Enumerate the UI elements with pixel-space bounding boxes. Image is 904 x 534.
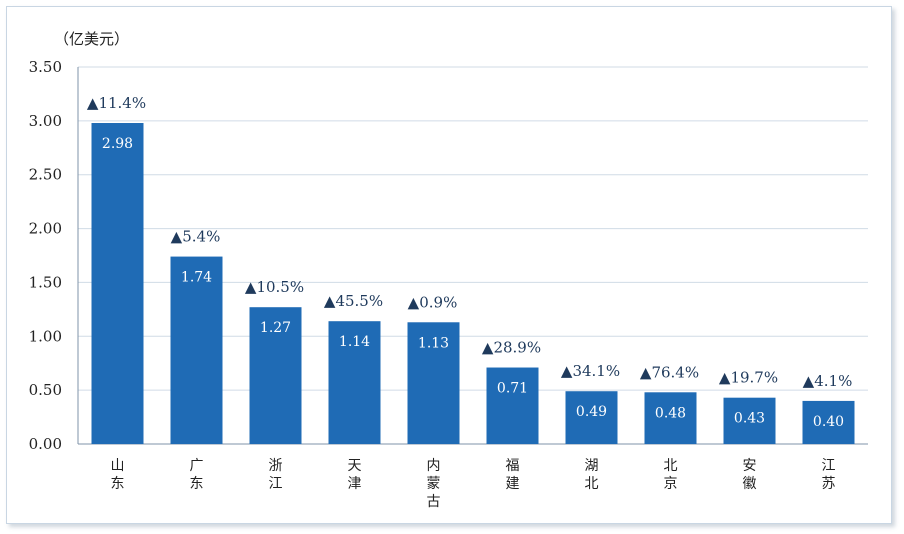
change-label: ▲34.1%: [561, 362, 620, 380]
change-label: ▲10.5%: [245, 278, 304, 296]
x-tick-char: 古: [427, 494, 441, 510]
x-tick-char: 东: [111, 476, 125, 492]
bar: [565, 391, 618, 444]
bar: [486, 367, 539, 444]
data-label: 0.71: [497, 381, 528, 397]
data-label: 0.48: [655, 405, 686, 421]
bar: [91, 123, 144, 445]
x-tick-char: 浙: [269, 458, 283, 474]
y-tick-label: 3.00: [29, 112, 62, 130]
x-tick-char: 广: [190, 458, 204, 474]
data-label: 2.98: [102, 136, 133, 152]
change-label: ▲28.9%: [482, 339, 541, 357]
change-label: ▲11.4%: [87, 94, 146, 112]
bar: [407, 322, 460, 444]
x-tick-char: 天: [348, 458, 362, 474]
x-tick-char: 蒙: [427, 476, 441, 492]
data-label: 0.49: [576, 404, 607, 420]
bar: [249, 307, 302, 444]
x-tick-char: 东: [190, 476, 204, 492]
x-tick-char: 建: [506, 476, 520, 492]
x-tick-char: 徽: [743, 476, 757, 492]
change-label: ▲76.4%: [640, 363, 699, 381]
x-tick-char: 江: [822, 458, 836, 474]
x-tick-label: 天津: [348, 458, 362, 492]
x-tick-label: 内蒙古: [427, 458, 441, 510]
data-label: 1.14: [339, 334, 370, 350]
data-label: 1.74: [181, 270, 212, 286]
bar: [644, 392, 697, 444]
y-tick-label: 0.00: [29, 435, 62, 453]
data-label: 0.40: [813, 414, 844, 430]
x-tick-label: 浙江: [269, 458, 283, 492]
y-tick-label: 3.50: [29, 58, 62, 76]
x-tick-label: 江苏: [822, 458, 836, 492]
change-label: ▲5.4%: [171, 228, 221, 246]
x-tick-char: 江: [269, 476, 283, 492]
change-label: ▲19.7%: [719, 369, 778, 387]
x-tick-label: 山东: [111, 458, 125, 492]
x-tick-label: 湖北: [585, 458, 599, 492]
y-tick-label: 2.50: [29, 166, 62, 184]
x-tick-label: 安徽: [743, 458, 757, 492]
x-tick-label: 福建: [506, 458, 520, 492]
bar: [723, 397, 776, 444]
change-label: ▲4.1%: [803, 372, 853, 390]
y-tick-label: 1.00: [29, 327, 62, 345]
x-tick-char: 京: [664, 476, 678, 492]
x-tick-char: 北: [664, 458, 678, 474]
x-tick-char: 津: [348, 476, 362, 492]
bar: [802, 400, 855, 444]
x-tick-label: 广东: [190, 458, 204, 492]
y-tick-label: 0.50: [29, 381, 62, 399]
change-label: ▲45.5%: [324, 292, 383, 310]
bar: [170, 256, 223, 444]
change-label: ▲0.9%: [408, 293, 458, 311]
x-tick-char: 安: [743, 458, 757, 474]
x-tick-char: 山: [111, 458, 125, 474]
y-tick-label: 1.50: [29, 273, 62, 291]
y-tick-label: 2.00: [29, 220, 62, 238]
x-tick-label: 北京: [664, 458, 678, 492]
x-tick-char: 湖: [585, 458, 599, 474]
x-tick-char: 苏: [822, 476, 836, 492]
data-label: 1.13: [418, 335, 449, 351]
x-tick-char: 内: [427, 458, 441, 474]
data-label: 1.27: [260, 320, 291, 336]
x-tick-char: 福: [506, 458, 520, 474]
x-tick-char: 北: [585, 476, 599, 492]
data-label: 0.43: [734, 411, 765, 427]
unit-label: （亿美元）: [54, 30, 129, 48]
bar: [328, 321, 381, 444]
